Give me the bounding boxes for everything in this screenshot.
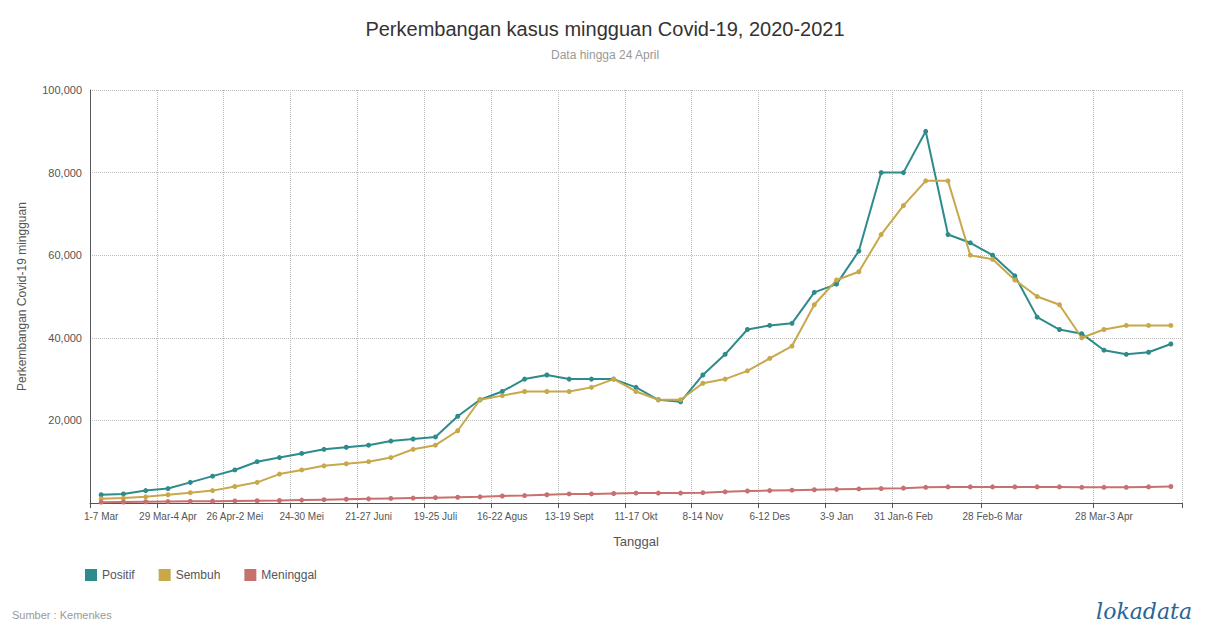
svg-text:21-27 Juni: 21-27 Juni bbox=[345, 511, 392, 522]
svg-text:11-17 Okt: 11-17 Okt bbox=[614, 511, 657, 522]
svg-text:24-30 Mei: 24-30 Mei bbox=[279, 511, 323, 522]
svg-text:Sumber : Kemenkes: Sumber : Kemenkes bbox=[12, 609, 112, 621]
svg-text:Positif: Positif bbox=[102, 568, 135, 582]
svg-text:Data hingga 24 April: Data hingga 24 April bbox=[551, 48, 659, 62]
svg-text:60,000: 60,000 bbox=[48, 249, 82, 261]
svg-text:1-7 Mar: 1-7 Mar bbox=[84, 511, 119, 522]
svg-text:3-9 Jan: 3-9 Jan bbox=[820, 511, 853, 522]
svg-text:80,000: 80,000 bbox=[48, 167, 82, 179]
svg-text:lokadata: lokadata bbox=[1096, 599, 1192, 624]
svg-text:13-19 Sept: 13-19 Sept bbox=[545, 511, 594, 522]
svg-text:31 Jan-6 Feb: 31 Jan-6 Feb bbox=[874, 511, 933, 522]
svg-text:100,000: 100,000 bbox=[42, 84, 82, 96]
svg-text:16-22 Agus: 16-22 Agus bbox=[477, 511, 528, 522]
svg-text:Tanggal: Tanggal bbox=[613, 534, 659, 549]
svg-text:Perkembangan kasus mingguan Co: Perkembangan kasus mingguan Covid-19, 20… bbox=[365, 18, 844, 40]
svg-text:28 Mar-3 Apr: 28 Mar-3 Apr bbox=[1075, 511, 1133, 522]
svg-text:29 Mar-4 Apr: 29 Mar-4 Apr bbox=[139, 511, 197, 522]
svg-text:Meninggal: Meninggal bbox=[261, 568, 316, 582]
svg-text:20,000: 20,000 bbox=[48, 414, 82, 426]
svg-text:28 Feb-6 Mar: 28 Feb-6 Mar bbox=[963, 511, 1024, 522]
svg-text:19-25 Juli: 19-25 Juli bbox=[414, 511, 457, 522]
svg-text:6-12 Des: 6-12 Des bbox=[749, 511, 790, 522]
svg-text:Perkembangan Covid-19 mingguan: Perkembangan Covid-19 mingguan bbox=[15, 202, 29, 391]
svg-text:40,000: 40,000 bbox=[48, 332, 82, 344]
svg-text:26 Apr-2 Mei: 26 Apr-2 Mei bbox=[207, 511, 264, 522]
svg-text:Sembuh: Sembuh bbox=[176, 568, 221, 582]
svg-text:8-14 Nov: 8-14 Nov bbox=[683, 511, 724, 522]
